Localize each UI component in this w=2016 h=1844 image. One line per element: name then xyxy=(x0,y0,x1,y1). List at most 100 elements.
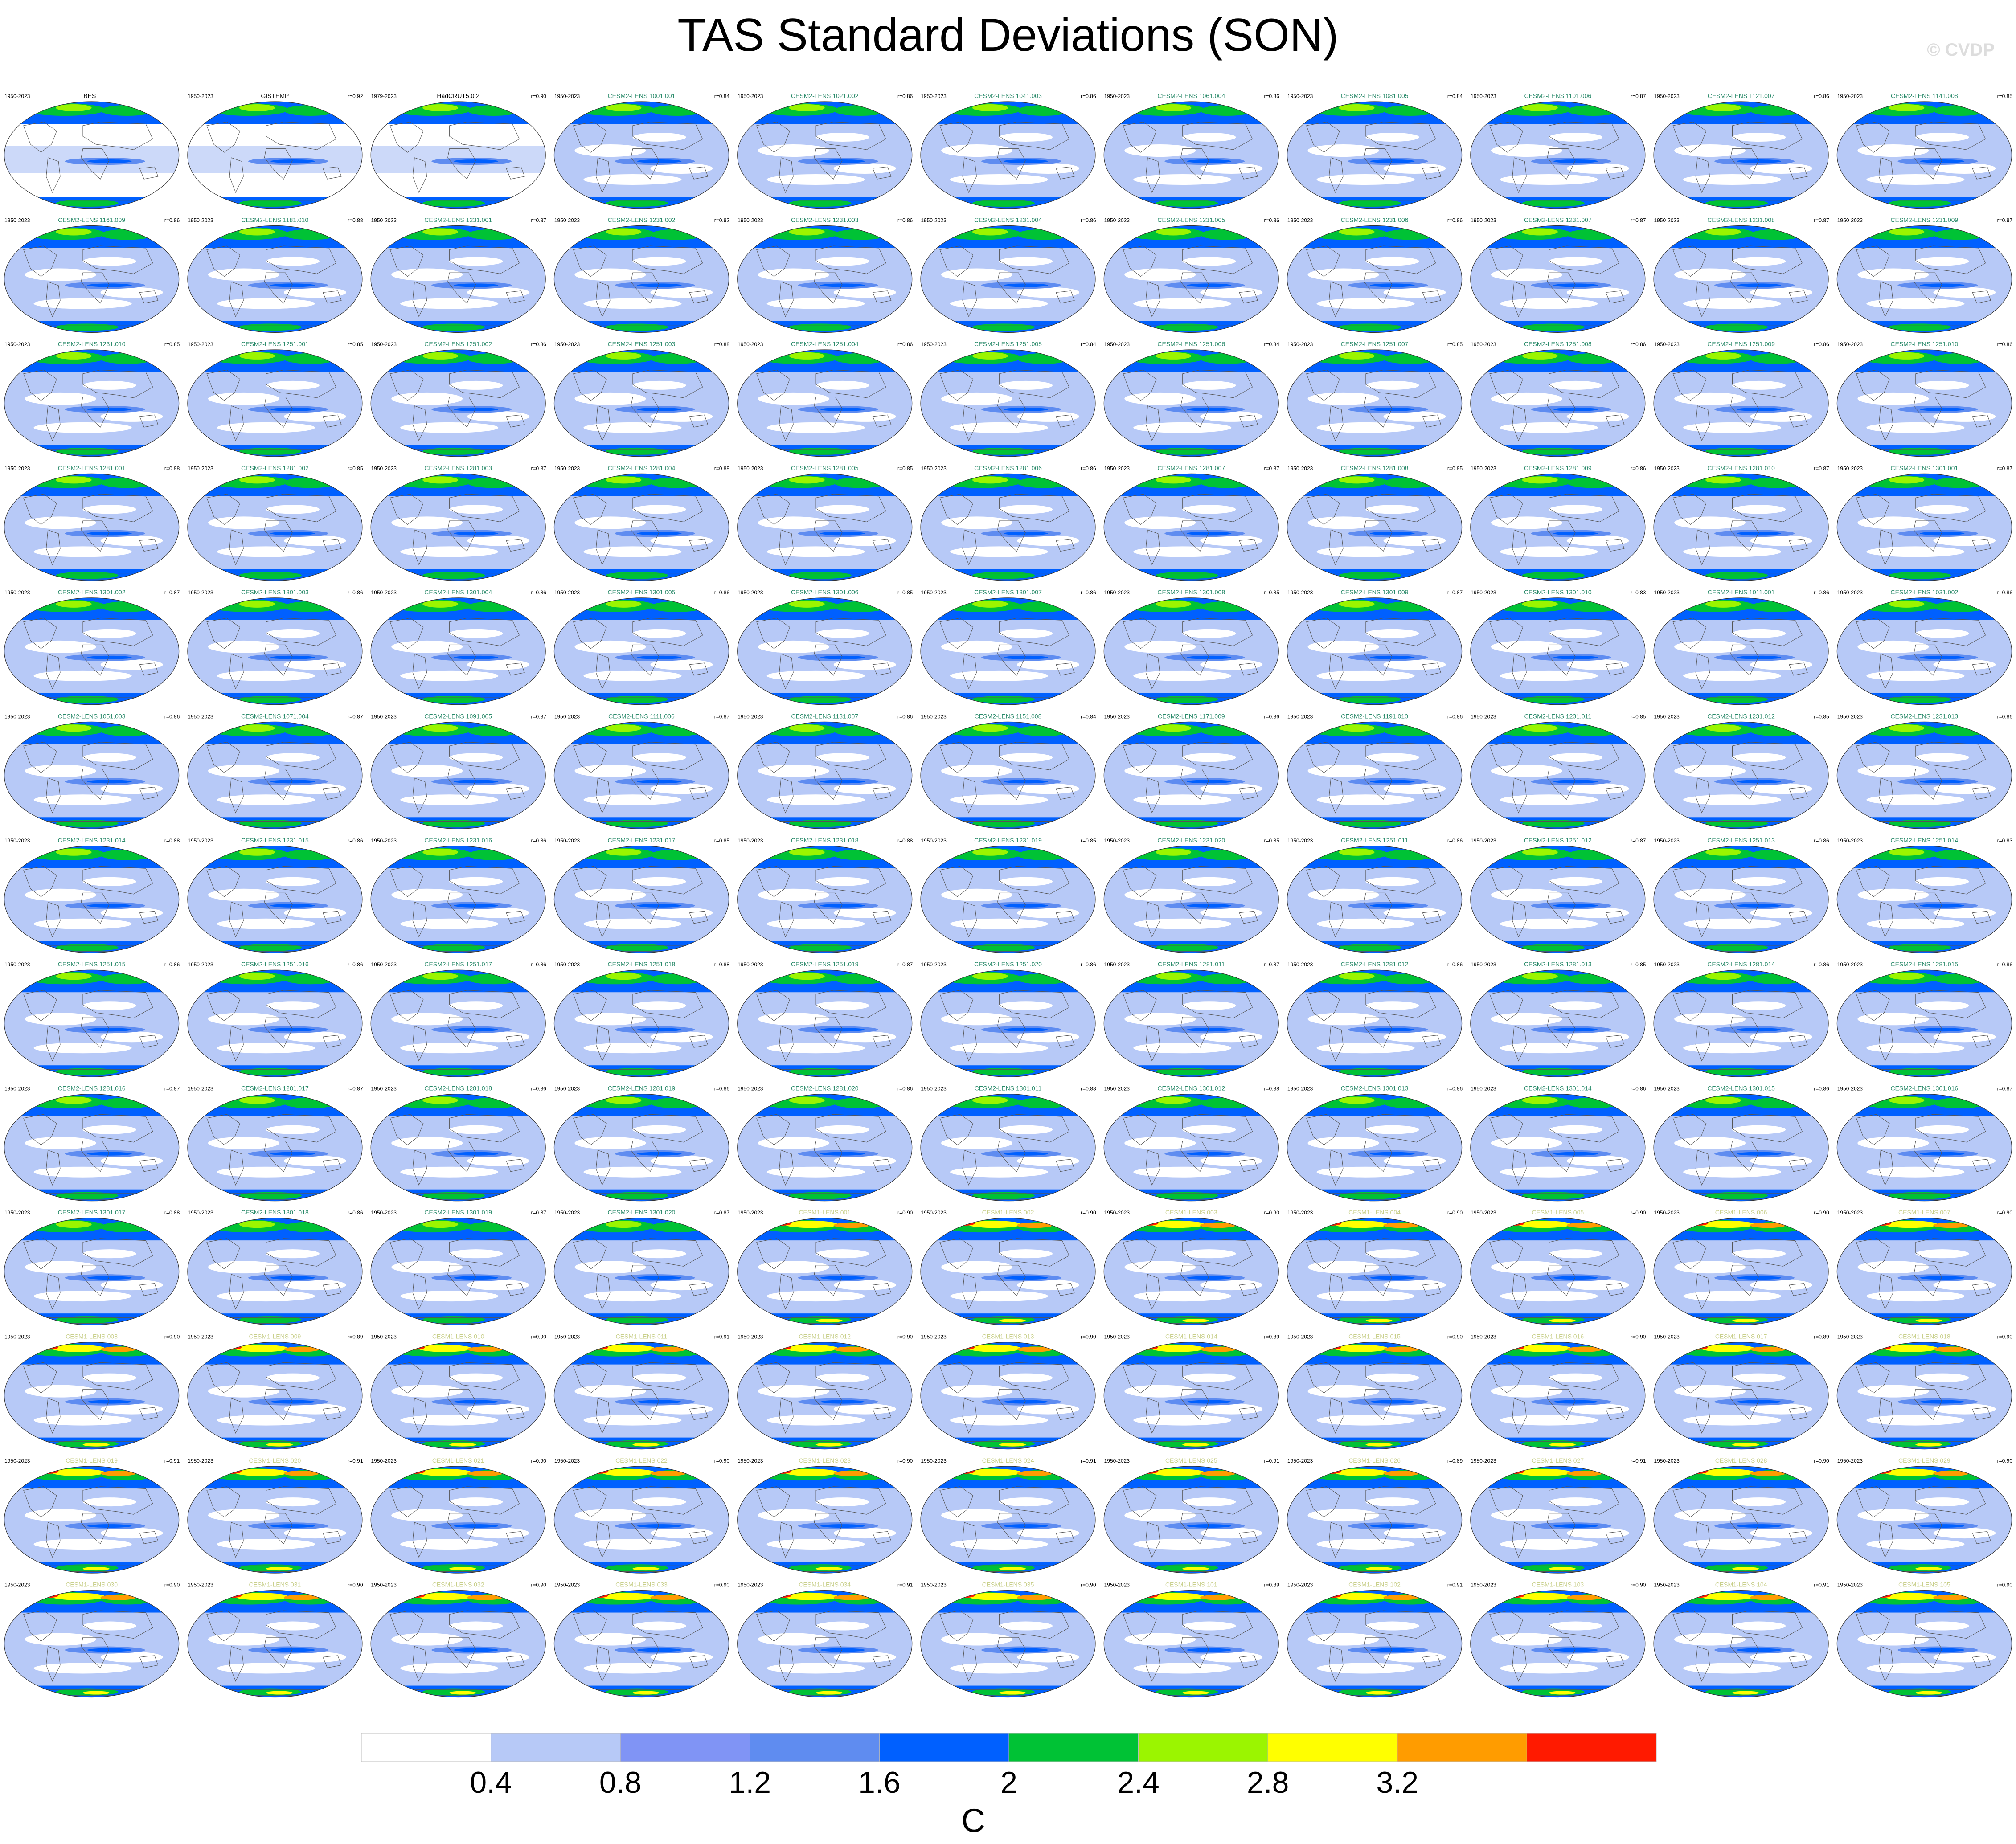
map-panel: 1950-2023 CESM2-LENS 1231.006 r=0.86 xyxy=(1287,216,1463,333)
panel-correlation: r=0.87 xyxy=(1447,589,1463,596)
map-panel: 1950-2023 CESM2-LENS 1301.006 r=0.85 xyxy=(737,589,913,705)
map-panel: 1950-2023 CESM2-LENS 1251.014 r=0.83 xyxy=(1836,837,2012,953)
panel-correlation: r=0.86 xyxy=(1814,93,1829,99)
panel-period: 1950-2023 xyxy=(1287,1582,1313,1588)
map-border xyxy=(4,1218,180,1325)
panel-period: 1950-2023 xyxy=(1837,341,1863,348)
panel-title: CESM2-LENS 1231.010 xyxy=(58,340,126,348)
panel-period: 1950-2023 xyxy=(371,1582,397,1588)
panel-period: 1950-2023 xyxy=(188,1210,213,1216)
map-border xyxy=(1653,721,1829,829)
map-field xyxy=(1470,1342,1645,1449)
map-field xyxy=(1104,722,1279,829)
map-border xyxy=(1653,473,1829,581)
panel-correlation: r=0.86 xyxy=(531,961,546,968)
map-border xyxy=(737,969,913,1077)
map-field xyxy=(1287,1342,1462,1449)
map-border xyxy=(1103,101,1279,209)
panel-correlation: r=0.87 xyxy=(348,713,363,720)
map-border xyxy=(370,101,546,209)
panel-correlation: r=0.88 xyxy=(714,341,730,348)
map-border xyxy=(1653,101,1829,209)
map-panel: 1950-2023 CESM2-LENS 1281.014 r=0.86 xyxy=(1653,961,1829,1077)
map-panel: 1950-2023 CESM2-LENS 1231.013 r=0.86 xyxy=(1836,712,2012,829)
panel-title: CESM2-LENS 1231.017 xyxy=(608,837,676,844)
panel-correlation: r=0.90 xyxy=(164,1334,180,1340)
map-panel: 1950-2023 CESM2-LENS 1301.014 r=0.86 xyxy=(1470,1085,1646,1202)
panel-period: 1950-2023 xyxy=(371,217,397,223)
map-border xyxy=(4,225,180,333)
map-border xyxy=(1836,597,2012,705)
panel-period: 1950-2023 xyxy=(921,1210,947,1216)
panel-period: 1950-2023 xyxy=(1471,1458,1496,1464)
panel-title: CESM2-LENS 1231.014 xyxy=(58,837,126,844)
colorbar-segment xyxy=(1397,1733,1527,1762)
panel-correlation: r=0.88 xyxy=(714,961,730,968)
map-field xyxy=(921,1342,1095,1449)
panel-title: CESM2-LENS 1251.002 xyxy=(424,340,492,348)
panel-title: CESM2-LENS 1251.010 xyxy=(1890,340,1958,348)
map-border xyxy=(1470,225,1646,333)
map-border xyxy=(4,1342,180,1450)
colorbar-segment xyxy=(1267,1733,1398,1762)
panel-period: 1950-2023 xyxy=(188,589,213,596)
map-field xyxy=(1104,597,1279,705)
panel-period: 1950-2023 xyxy=(1837,217,1863,223)
panel-title: CESM2-LENS 1231.002 xyxy=(608,216,676,223)
map-border xyxy=(1470,846,1646,953)
map-panel: 1950-2023 CESM2-LENS 1251.001 r=0.85 xyxy=(187,340,363,457)
panel-period: 1950-2023 xyxy=(371,961,397,968)
map-border xyxy=(1836,969,2012,1077)
map-border xyxy=(1103,721,1279,829)
colorbar-tick-label: 2 xyxy=(1000,1766,1017,1799)
panel-title: CESM1-LENS 006 xyxy=(1715,1209,1767,1216)
map-field xyxy=(371,225,546,333)
panel-correlation: r=0.87 xyxy=(714,1210,730,1216)
map-field xyxy=(371,970,546,1077)
panel-period: 1950-2023 xyxy=(554,1210,580,1216)
panel-correlation: r=0.90 xyxy=(1631,1334,1646,1340)
map-panel: 1950-2023 CESM2-LENS 1281.007 r=0.87 xyxy=(1103,464,1279,581)
map-panel: 1950-2023 CESM1-LENS 028 r=0.90 xyxy=(1653,1457,1829,1574)
panel-title: CESM1-LENS 026 xyxy=(1348,1457,1401,1464)
map-panel: 1950-2023 CESM2-LENS 1251.005 r=0.84 xyxy=(920,340,1096,457)
panel-correlation: r=0.87 xyxy=(897,961,913,968)
panel-period: 1950-2023 xyxy=(1654,93,1680,99)
map-field xyxy=(737,1094,912,1201)
map-border xyxy=(737,1218,913,1325)
map-border xyxy=(187,597,363,705)
panel-correlation: r=0.87 xyxy=(1264,961,1280,968)
panel-period: 1950-2023 xyxy=(1654,713,1680,720)
map-panel: 1950-2023 CESM2-LENS 1251.018 r=0.88 xyxy=(553,961,730,1077)
panel-period: 1950-2023 xyxy=(921,217,947,223)
panel-period: 1950-2023 xyxy=(554,465,580,471)
map-field xyxy=(187,597,362,705)
panel-period: 1950-2023 xyxy=(738,1086,763,1092)
map-field xyxy=(4,597,179,705)
panel-correlation: r=0.86 xyxy=(1814,589,1829,596)
panel-correlation: r=0.85 xyxy=(164,341,180,348)
map-panel: 1950-2023 CESM2-LENS 1051.003 r=0.86 xyxy=(4,712,180,829)
map-field xyxy=(737,1466,912,1574)
map-field xyxy=(1654,1342,1829,1449)
map-border xyxy=(1653,969,1829,1077)
map-field xyxy=(1837,970,2012,1077)
map-border xyxy=(1103,1466,1279,1574)
map-border xyxy=(1836,1466,2012,1574)
map-field xyxy=(1654,349,1829,457)
panel-title: CESM2-LENS 1231.015 xyxy=(241,837,309,844)
map-panel: 1950-2023 CESM2-LENS 1171.009 r=0.86 xyxy=(1103,712,1279,829)
panel-title: CESM1-LENS 015 xyxy=(1348,1333,1401,1340)
panel-period: 1950-2023 xyxy=(4,589,30,596)
map-field xyxy=(371,1342,546,1449)
map-panel: 1950-2023 CESM1-LENS 020 r=0.91 xyxy=(187,1457,363,1574)
map-panel: 1950-2023 CESM1-LENS 005 r=0.90 xyxy=(1470,1209,1646,1325)
panel-period: 1950-2023 xyxy=(1837,838,1863,844)
panel-title: CESM2-LENS 1251.007 xyxy=(1341,340,1409,348)
map-panel: 1950-2023 CESM2-LENS 1251.016 r=0.86 xyxy=(187,961,363,1077)
panel-title: CESM1-LENS 009 xyxy=(249,1333,301,1340)
map-panel: 1950-2023 CESM2-LENS 1251.007 r=0.85 xyxy=(1287,340,1463,457)
panel-correlation: r=0.87 xyxy=(1997,465,2013,471)
map-field xyxy=(1837,1590,2012,1697)
map-panel: 1950-2023 CESM2-LENS 1091.005 r=0.87 xyxy=(370,712,546,829)
